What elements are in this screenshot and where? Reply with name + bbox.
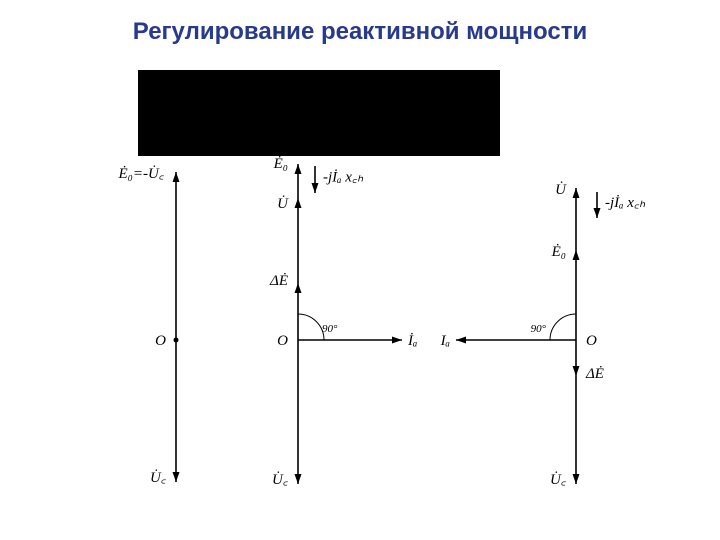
svg-text:U̇꜀: U̇꜀ [150, 470, 167, 486]
svg-text:ΔĖ: ΔĖ [585, 366, 604, 382]
svg-text:90°: 90° [531, 323, 547, 335]
svg-text:Ė₀: Ė₀ [273, 156, 288, 172]
svg-text:O: O [586, 333, 597, 349]
svg-text:U̇꜀: U̇꜀ [272, 472, 289, 488]
svg-text:U̇: U̇ [277, 196, 289, 212]
svg-text:İₐ: İₐ [407, 333, 417, 349]
svg-text:Iₐ: Iₐ [440, 333, 450, 349]
svg-text:U̇: U̇ [555, 182, 567, 198]
svg-text:O: O [277, 333, 288, 349]
phasor-diagram: Ė₀=-U̇꜀ O U̇꜀ Ė₀ U̇ ΔĖ O U̇꜀ İₐ -jİₐ x꜀ₕ 90° U̇ Ė₀ ΔĖ… [0, 0, 720, 540]
svg-text:Ė₀: Ė₀ [551, 244, 566, 260]
svg-text:-jİₐ x꜀ₕ: -jİₐ x꜀ₕ [323, 170, 364, 186]
svg-text:O: O [155, 333, 166, 349]
svg-text:ΔĖ: ΔĖ [269, 273, 288, 289]
svg-text:-jİₐ x꜀ₕ: -jİₐ x꜀ₕ [605, 195, 646, 211]
svg-text:90°: 90° [322, 323, 338, 335]
svg-text:Ė₀=-U̇꜀: Ė₀=-U̇꜀ [117, 166, 164, 182]
svg-text:U̇꜀: U̇꜀ [550, 472, 567, 488]
